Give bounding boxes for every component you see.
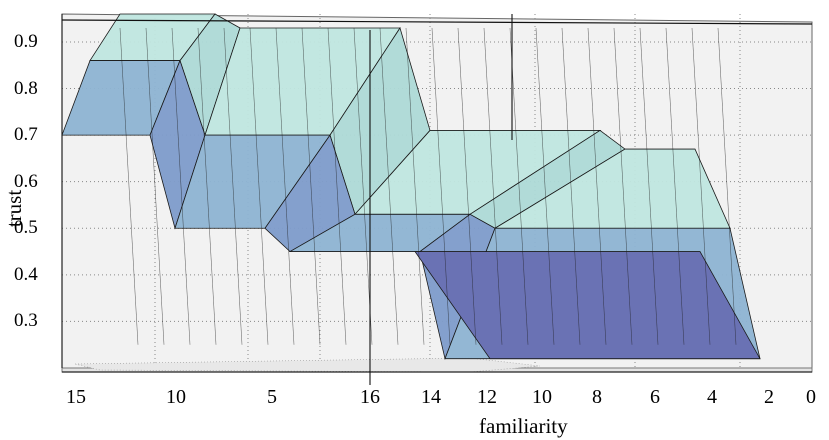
x-tick-label: 0: [806, 386, 816, 408]
floor-shadow: [74, 357, 541, 373]
x-tick-label: 6: [650, 386, 660, 408]
mesh-line: [587, 27, 607, 345]
y-axis-label: trust: [2, 189, 27, 228]
mesh-line: [171, 27, 191, 345]
mesh-line: [301, 27, 321, 345]
mesh-line: [691, 27, 711, 345]
mesh-line: [327, 27, 347, 345]
mesh-line: [509, 27, 529, 345]
mesh-line: [561, 27, 581, 345]
mesh-line: [379, 27, 399, 345]
y-tick-label: 0.6: [14, 170, 38, 192]
mesh-line: [457, 27, 477, 345]
mesh-line: [119, 27, 139, 345]
axis-lines: [61, 14, 813, 385]
y-tick-label: 0.5: [14, 217, 38, 239]
mesh-line: [483, 27, 503, 345]
x-tick-label: 16: [360, 386, 380, 408]
mesh-line: [431, 27, 451, 345]
x-axis-label: familiarity: [479, 414, 568, 438]
x-tick-label: 14: [421, 386, 441, 408]
y-tick-label: 0.4: [14, 263, 38, 285]
x-tick-label: 4: [707, 386, 717, 408]
mesh-line: [639, 27, 659, 345]
mesh-line: [405, 27, 425, 345]
mesh-line: [249, 27, 269, 345]
mesh-line: [275, 27, 295, 345]
x-tick-label: 8: [592, 386, 602, 408]
y-tick-label: 0.9: [14, 30, 38, 52]
mesh-line: [665, 27, 685, 345]
y-tick-label: 0.3: [14, 310, 38, 332]
x-tick-label: 10: [166, 386, 186, 408]
mesh-line: [353, 27, 373, 345]
mesh-line: [535, 27, 555, 345]
mesh-line: [717, 27, 737, 345]
x-tick-label: 2: [764, 386, 774, 408]
x-tick-label: 15: [66, 386, 86, 408]
mesh-line: [145, 27, 165, 345]
surface-mesh: [61, 13, 761, 361]
mesh-line: [613, 27, 633, 345]
x-tick-label: 10: [532, 386, 552, 408]
x-tick-label: 5: [267, 386, 277, 408]
y-tick-label: 0.8: [14, 77, 38, 99]
mesh-line: [223, 27, 243, 345]
mesh-line: [197, 27, 217, 345]
x-tick-label: 12: [477, 386, 497, 408]
top-edge-line: [61, 19, 813, 25]
y-tick-label: 0.7: [14, 124, 38, 146]
